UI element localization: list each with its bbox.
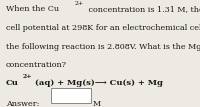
Text: Cu: Cu xyxy=(6,79,19,87)
Text: cell potential at 298K for an electrochemical cell with: cell potential at 298K for an electroche… xyxy=(6,24,200,32)
Text: M: M xyxy=(93,100,101,107)
Text: Answer:: Answer: xyxy=(6,100,39,107)
Text: concentration is 1.31 M, the observed: concentration is 1.31 M, the observed xyxy=(86,5,200,13)
Text: concentration?: concentration? xyxy=(6,61,67,69)
Text: the following reaction is 2.808V. What is the Mg: the following reaction is 2.808V. What i… xyxy=(6,43,200,51)
Text: 2+: 2+ xyxy=(75,1,84,6)
Text: 2+: 2+ xyxy=(23,74,32,79)
Text: (aq) + Mg(s)⟶ Cu(s) + Mg: (aq) + Mg(s)⟶ Cu(s) + Mg xyxy=(35,79,163,87)
Text: When the Cu: When the Cu xyxy=(6,5,59,13)
FancyBboxPatch shape xyxy=(51,88,91,103)
